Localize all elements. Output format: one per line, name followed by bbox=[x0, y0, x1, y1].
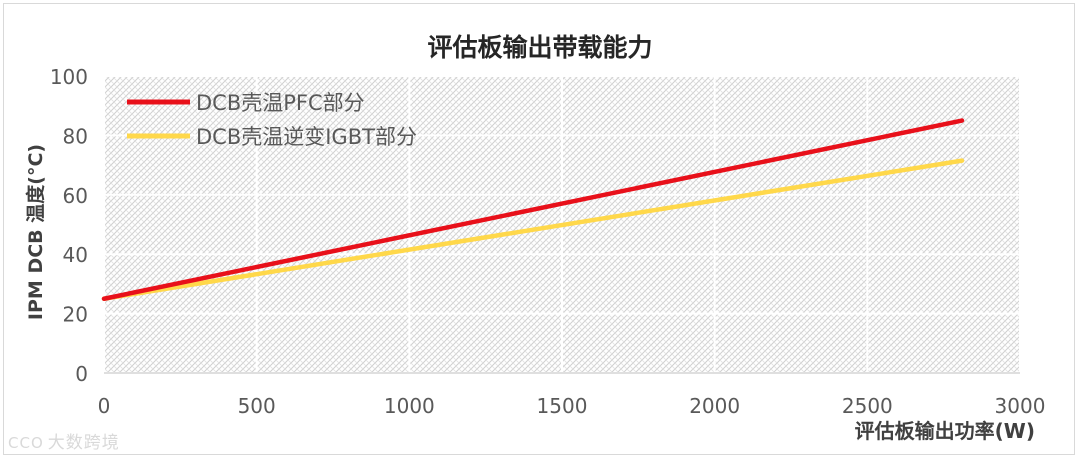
legend-label: DCB壳温逆变IGBT部分 bbox=[196, 125, 417, 149]
chart-frame bbox=[3, 3, 1075, 455]
y-tick-label: 40 bbox=[63, 243, 88, 267]
watermark-text: 大数跨境 bbox=[47, 433, 120, 453]
watermark-logo: CCO bbox=[8, 434, 44, 452]
x-tick-label: 3000 bbox=[995, 394, 1046, 418]
y-tick-label: 60 bbox=[63, 184, 88, 208]
y-tick-labels: 0 20 40 60 80 100 bbox=[50, 65, 88, 386]
y-axis-label: IPM DCB 温度(°C) bbox=[24, 144, 47, 320]
series-line-0 bbox=[101, 118, 965, 301]
legend: DCB壳温PFC部分 DCB壳温逆变IGBT部分 bbox=[127, 91, 417, 149]
x-axis-label: 评估板输出功率(W) bbox=[855, 419, 1035, 443]
x-tick-label: 1000 bbox=[384, 394, 435, 418]
chart-title: 评估板输出带载能力 bbox=[427, 33, 652, 62]
x-tick-labels: 0 500 1000 1500 2000 2500 3000 bbox=[98, 394, 1046, 418]
x-tick-label: 0 bbox=[98, 394, 111, 418]
series-line-1 bbox=[101, 158, 965, 301]
series-group bbox=[101, 118, 965, 301]
y-tick-label: 100 bbox=[50, 65, 88, 89]
y-tick-label: 80 bbox=[63, 124, 88, 148]
legend-label: DCB壳温PFC部分 bbox=[196, 91, 365, 115]
watermark: CCO 大数跨境 bbox=[8, 428, 120, 453]
x-tick-label: 500 bbox=[238, 394, 276, 418]
x-tick-label: 1500 bbox=[537, 394, 588, 418]
y-tick-label: 20 bbox=[63, 303, 88, 327]
x-tick-label: 2000 bbox=[689, 394, 740, 418]
x-tick-label: 2500 bbox=[842, 394, 893, 418]
y-tick-label: 0 bbox=[75, 362, 88, 386]
